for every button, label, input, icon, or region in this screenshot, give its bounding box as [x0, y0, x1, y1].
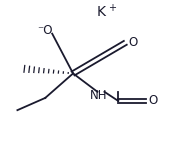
Text: O: O	[128, 36, 138, 49]
Text: NH: NH	[90, 89, 107, 102]
Text: K: K	[96, 5, 105, 19]
Text: O: O	[148, 95, 158, 107]
Text: ⁻O: ⁻O	[37, 24, 53, 37]
Text: +: +	[108, 3, 116, 13]
